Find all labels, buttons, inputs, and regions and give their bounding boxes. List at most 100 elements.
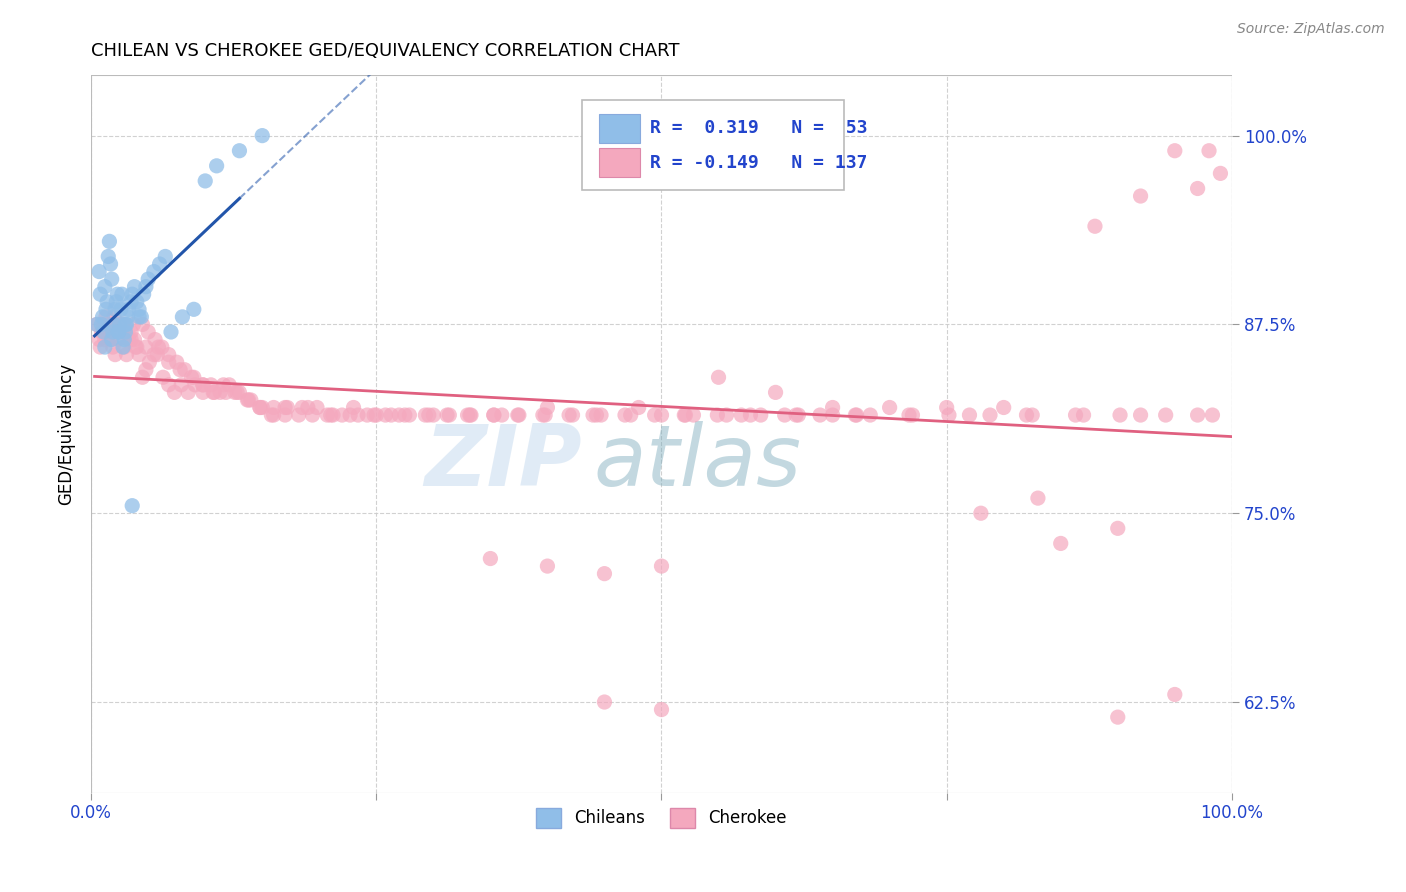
Point — [94, 310, 117, 324]
Point — [212, 377, 235, 392]
Point — [901, 408, 924, 422]
Point — [110, 302, 132, 317]
Point — [148, 340, 170, 354]
Point — [582, 408, 605, 422]
Point — [191, 385, 214, 400]
Point — [374, 408, 396, 422]
Point — [100, 272, 122, 286]
Point — [228, 385, 250, 400]
Point — [114, 325, 136, 339]
Point — [173, 363, 195, 377]
Point — [101, 340, 124, 354]
Point — [124, 279, 146, 293]
Point — [845, 408, 868, 422]
Point — [114, 318, 136, 332]
Point — [157, 377, 180, 392]
Point — [534, 408, 557, 422]
Point — [249, 401, 271, 415]
Point — [115, 348, 138, 362]
Point — [100, 333, 122, 347]
Point — [436, 408, 458, 422]
Point — [117, 310, 139, 324]
Point — [138, 355, 160, 369]
Point — [118, 302, 141, 317]
Point — [614, 408, 637, 422]
Point — [561, 408, 583, 422]
Point — [90, 325, 112, 339]
Point — [135, 279, 157, 293]
Point — [821, 401, 844, 415]
Point — [716, 408, 738, 422]
Point — [1164, 688, 1187, 702]
Point — [627, 401, 650, 415]
Point — [97, 325, 120, 339]
Point — [287, 408, 309, 422]
Point — [970, 506, 993, 520]
Point — [107, 325, 129, 339]
Point — [103, 310, 125, 324]
Point — [125, 294, 148, 309]
Point — [100, 333, 122, 347]
Point — [935, 401, 957, 415]
Point — [593, 695, 616, 709]
Point — [136, 272, 159, 286]
Point — [89, 287, 111, 301]
Text: atlas: atlas — [593, 421, 801, 504]
Point — [1187, 181, 1209, 195]
Point — [322, 408, 344, 422]
Point — [479, 551, 502, 566]
Point — [131, 310, 153, 324]
Point — [124, 340, 146, 354]
Point — [1154, 408, 1177, 422]
Point — [859, 408, 882, 422]
Point — [157, 348, 180, 362]
Point — [224, 385, 246, 400]
Point — [316, 408, 339, 422]
Point — [730, 408, 752, 422]
Point — [844, 408, 866, 422]
Point — [650, 559, 672, 574]
Point — [184, 377, 207, 392]
Point — [959, 408, 981, 422]
Point — [94, 302, 117, 317]
Point — [120, 325, 142, 339]
Point — [274, 401, 297, 415]
Point — [993, 401, 1015, 415]
Point — [205, 159, 228, 173]
Point — [589, 408, 612, 422]
Point — [1129, 408, 1152, 422]
Point — [536, 559, 558, 574]
Point — [128, 348, 150, 362]
Point — [89, 264, 111, 278]
Point — [118, 333, 141, 347]
Point — [166, 355, 188, 369]
Point — [94, 333, 117, 347]
Point — [111, 287, 134, 301]
Point — [1129, 189, 1152, 203]
Point — [339, 408, 361, 422]
Point — [821, 408, 844, 422]
Point — [112, 340, 135, 354]
Point — [105, 294, 128, 309]
Point — [142, 264, 165, 278]
Point — [305, 401, 328, 415]
Point — [319, 408, 342, 422]
Point — [238, 392, 260, 407]
Point — [979, 408, 1001, 422]
Text: R = -0.149   N = 137: R = -0.149 N = 137 — [650, 153, 868, 172]
Point — [342, 401, 364, 415]
Point — [1107, 710, 1129, 724]
Point — [226, 385, 249, 400]
Y-axis label: GED/Equivalency: GED/Equivalency — [58, 363, 75, 505]
Point — [1107, 521, 1129, 535]
Point — [1021, 408, 1043, 422]
Point — [593, 566, 616, 581]
Point — [252, 128, 274, 143]
Point — [482, 408, 505, 422]
Point — [115, 318, 138, 332]
Point — [112, 318, 135, 332]
Point — [94, 279, 117, 293]
Point — [86, 318, 108, 332]
Point — [136, 325, 159, 339]
Point — [143, 333, 166, 347]
